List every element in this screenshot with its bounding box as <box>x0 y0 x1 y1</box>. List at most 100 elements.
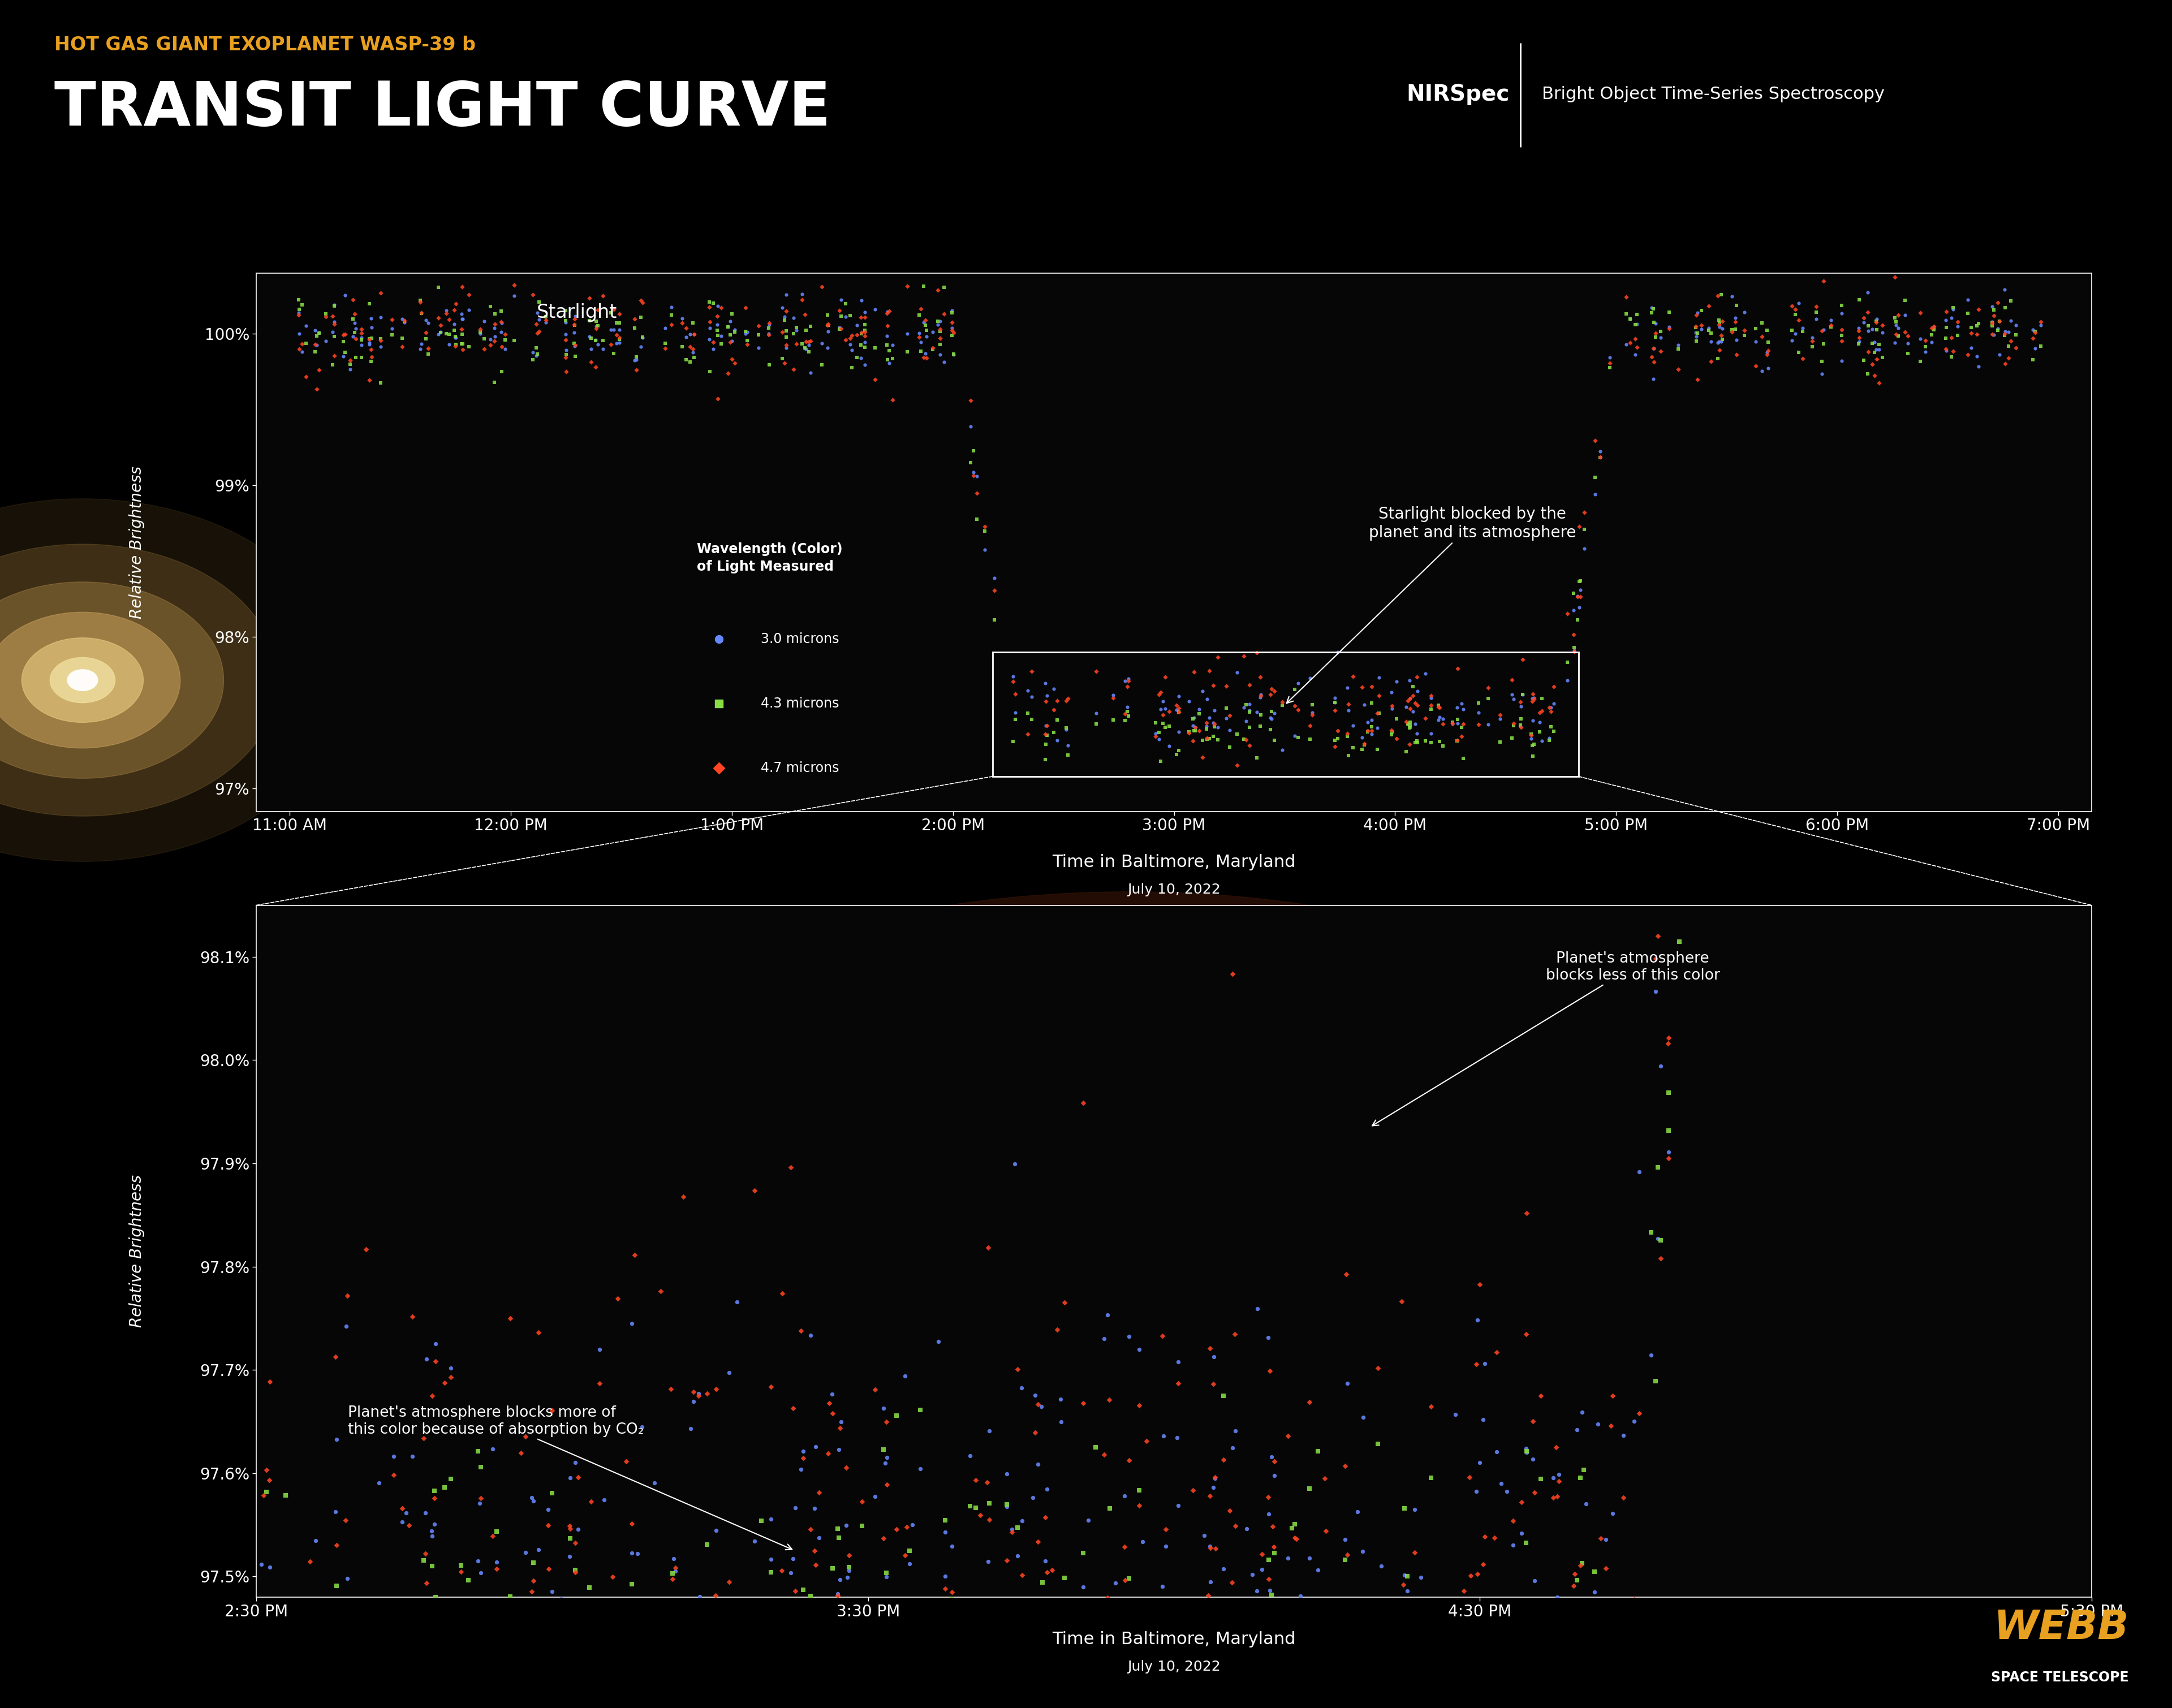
Point <box>419 1331 454 1358</box>
Point <box>1251 1500 1286 1527</box>
Point <box>1407 728 1442 755</box>
Point <box>252 1554 287 1582</box>
Point <box>869 1559 904 1587</box>
Point <box>1679 299 1714 326</box>
Point <box>843 304 877 331</box>
Point <box>888 1658 923 1686</box>
Point <box>445 306 480 333</box>
Point <box>1190 724 1225 752</box>
Point <box>712 1611 747 1638</box>
Point <box>519 311 554 338</box>
Point <box>1503 688 1538 716</box>
Point <box>1355 707 1390 734</box>
Point <box>1021 1647 1056 1674</box>
Point <box>1160 1491 1195 1518</box>
Point <box>1618 311 1653 338</box>
Point <box>956 459 990 487</box>
Point <box>658 1558 693 1585</box>
Point <box>528 309 563 336</box>
Point <box>1859 307 1894 335</box>
Point <box>1998 321 2033 348</box>
Point <box>1425 733 1460 760</box>
Point <box>1329 1635 1364 1662</box>
Point <box>1694 328 1729 355</box>
Point <box>1051 685 1086 712</box>
Point <box>473 292 508 319</box>
Point <box>467 325 502 352</box>
Point <box>337 301 371 328</box>
Point <box>1881 314 1916 342</box>
Point <box>1232 699 1266 726</box>
Point <box>823 302 858 330</box>
Point <box>1197 1464 1232 1491</box>
Point <box>823 314 858 342</box>
Point <box>319 1426 354 1454</box>
Point <box>1855 330 1890 357</box>
Point <box>695 335 730 362</box>
Point <box>1392 685 1427 712</box>
Point <box>921 1648 956 1676</box>
Point <box>1379 705 1414 733</box>
Point <box>478 301 513 328</box>
Point <box>245 1665 280 1693</box>
Point <box>719 1288 754 1315</box>
Point <box>1327 1623 1362 1650</box>
Point <box>1175 705 1210 733</box>
Point <box>1557 1691 1592 1708</box>
Point <box>834 336 869 364</box>
Point <box>1292 664 1327 692</box>
Point <box>354 314 389 342</box>
Point <box>1516 743 1551 770</box>
Point <box>1516 685 1551 712</box>
Point <box>1003 1375 1038 1402</box>
Point <box>415 1553 450 1580</box>
Point <box>830 1565 864 1592</box>
Point <box>1483 702 1518 729</box>
Point <box>384 1508 419 1535</box>
Point <box>1255 1534 1290 1561</box>
Point <box>1271 1544 1305 1571</box>
Point <box>1859 316 1894 343</box>
Point <box>691 1530 725 1558</box>
Text: Relative Brightness: Relative Brightness <box>128 1175 146 1327</box>
Point <box>1160 1348 1195 1375</box>
Point <box>1277 1688 1312 1708</box>
Point <box>1331 697 1366 724</box>
Point <box>904 295 938 323</box>
Point <box>647 314 682 342</box>
Point <box>1738 328 1772 355</box>
Point <box>1142 719 1177 746</box>
Point <box>1218 1703 1253 1708</box>
Point <box>823 1409 858 1436</box>
Point <box>1040 1650 1075 1677</box>
Point <box>2024 311 2059 338</box>
Point <box>419 1348 454 1375</box>
Point <box>1851 360 1885 388</box>
Point <box>995 1518 1030 1546</box>
Point <box>1987 275 2022 302</box>
Point <box>1705 173 1740 200</box>
Point <box>1692 326 1727 354</box>
Point <box>1651 844 1685 871</box>
Point <box>1879 321 1914 348</box>
Point <box>954 1493 988 1520</box>
Point <box>1232 671 1266 699</box>
Point <box>1021 1390 1056 1418</box>
Point <box>1145 1614 1179 1641</box>
Point <box>765 1558 799 1585</box>
Point <box>1292 1688 1327 1708</box>
Point <box>1090 1301 1125 1329</box>
Point <box>1505 681 1540 709</box>
Point <box>1701 330 1735 357</box>
Point <box>971 1547 1006 1575</box>
Point <box>578 354 613 381</box>
Point <box>1592 350 1627 377</box>
Point <box>812 1689 847 1708</box>
Point <box>1609 284 1644 311</box>
Point <box>1644 1052 1679 1079</box>
Point <box>804 352 838 379</box>
Point <box>1344 1640 1379 1667</box>
Point <box>1292 1474 1327 1501</box>
Point <box>550 336 584 364</box>
Point <box>1110 702 1145 729</box>
